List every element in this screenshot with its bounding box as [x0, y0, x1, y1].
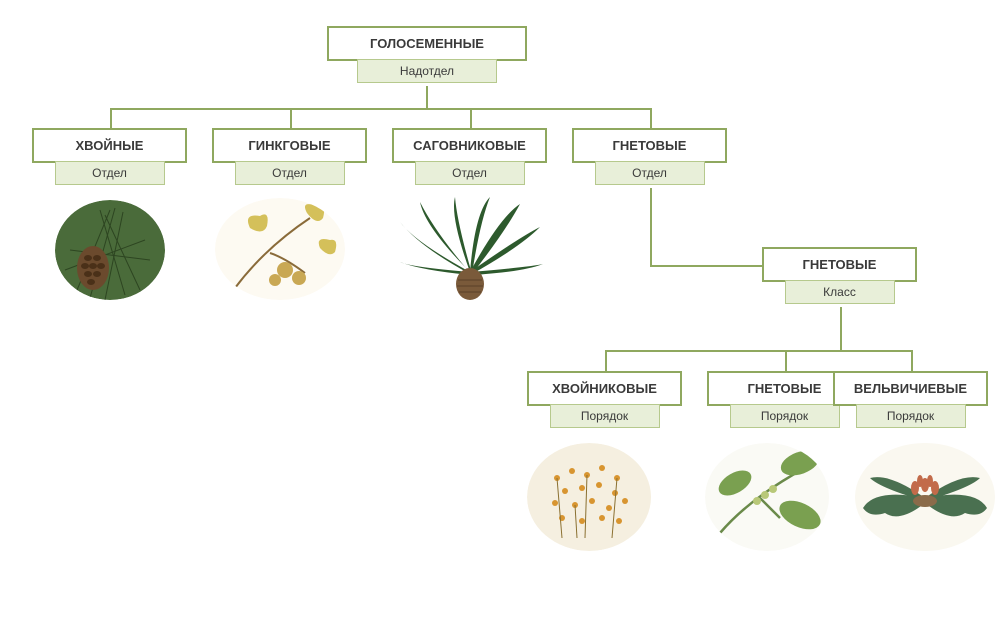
node-ephedrales: ХВОЙНИКОВЫЕ Порядок [527, 371, 682, 428]
node-title: ГИНКГОВЫЕ [212, 128, 367, 163]
node-root: ГОЛОСЕМЕННЫЕ Надотдел [327, 26, 527, 83]
node-tag: Отдел [595, 161, 705, 185]
node-tag: Отдел [415, 161, 525, 185]
gnetum-illustration [705, 443, 830, 551]
node-title: САГОВНИКОВЫЕ [392, 128, 547, 163]
node-title: ГОЛОСЕМЕННЫЕ [327, 26, 527, 61]
node-cycad: САГОВНИКОВЫЕ Отдел [392, 128, 547, 185]
connector [650, 188, 652, 265]
node-gnetopsida: ГНЕТОВЫЕ Класс [762, 247, 917, 304]
pine-cone-illustration [55, 200, 165, 300]
connector [840, 307, 842, 350]
welwitschia-illustration [855, 443, 995, 551]
node-ginkgo: ГИНКГОВЫЕ Отдел [212, 128, 367, 185]
connector [110, 108, 112, 128]
connector [426, 86, 428, 108]
node-gnetophyta: ГНЕТОВЫЕ Отдел [572, 128, 727, 185]
node-tag: Класс [785, 280, 895, 304]
connector [650, 108, 652, 128]
connector [110, 108, 650, 110]
node-conifers: ХВОЙНЫЕ Отдел [32, 128, 187, 185]
node-title: ГНЕТОВЫЕ [572, 128, 727, 163]
node-tag: Отдел [55, 161, 165, 185]
node-title: ГНЕТОВЫЕ [762, 247, 917, 282]
node-title: ВЕЛЬВИЧИЕВЫЕ [833, 371, 988, 406]
node-tag: Отдел [235, 161, 345, 185]
connector [911, 350, 913, 371]
node-tag: Порядок [730, 404, 840, 428]
node-tag: Порядок [550, 404, 660, 428]
node-title: ХВОЙНЫЕ [32, 128, 187, 163]
node-title: ХВОЙНИКОВЫЕ [527, 371, 682, 406]
ephedra-illustration [527, 443, 652, 551]
connector [785, 350, 787, 371]
cycad-palm-illustration [395, 192, 545, 304]
connector [470, 108, 472, 128]
connector [605, 350, 911, 352]
ginkgo-illustration [215, 198, 345, 300]
connector [650, 265, 762, 267]
node-welwitschiales: ВЕЛЬВИЧИЕВЫЕ Порядок [833, 371, 988, 428]
connector [605, 350, 607, 371]
connector [290, 108, 292, 128]
node-tag: Порядок [856, 404, 966, 428]
node-tag: Надотдел [357, 59, 497, 83]
